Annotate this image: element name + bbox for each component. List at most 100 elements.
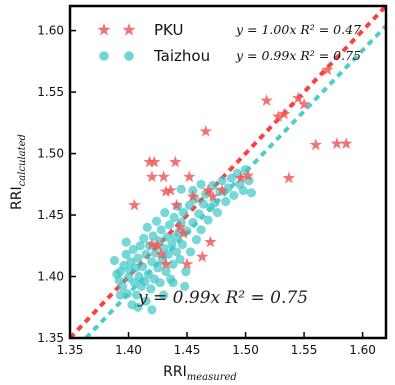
taizhou-point [180,281,190,291]
taizhou-point [168,278,178,288]
pku-point [155,247,168,260]
legend-pku-fit: y = 1.00x R² = 0.47 [235,22,361,37]
taizhou-point [198,199,209,209]
pku-point [292,91,305,104]
taizhou-point [210,198,220,208]
pku-point [164,183,177,196]
pku-point [199,124,212,137]
taizhou-point [196,179,206,189]
taizhou-point [133,253,143,263]
legend: PKU y = 1.00x R² = 0.47 Taizhou y = 0.99… [97,21,361,65]
taizhou-point [169,212,179,223]
pku-point [278,107,291,120]
pku-point [340,137,353,149]
pku-point [215,183,229,196]
taizhou-point [147,257,157,267]
taizhou-point [115,290,125,300]
taizhou-point [156,225,166,235]
taizhou-point [132,290,142,300]
taizhou-point [147,305,157,315]
pku-points [128,63,353,270]
x-tick-label: 1.45 [174,343,201,357]
pku-point [143,155,156,168]
pku-point [234,171,248,184]
taizhou-point [135,241,145,251]
y-axis-ticks: 1.35 1.40 1.45 1.50 1.55 1.60 [37,24,76,345]
pku-point [173,220,187,233]
taizhou-point [167,239,177,250]
pku-point [157,170,170,183]
pku-point [145,238,159,250]
pku-point [330,137,344,149]
taizhou-point [185,247,196,257]
taizhou-point [141,249,151,259]
taizhou-point [217,176,227,186]
taizhou-point [109,255,120,266]
taizhou-point [153,263,163,273]
taizhou-point [221,196,231,207]
y-tick-label: 1.55 [37,85,64,99]
pku-point [309,138,322,151]
pku-point [170,198,183,211]
pku-point [183,170,196,183]
taizhou-point [229,190,239,200]
taizhou-point [171,247,182,257]
taizhou-point [122,289,132,299]
taizhou-point [196,225,206,235]
taizhou-point [162,232,172,242]
taizhou-point [168,259,178,269]
pku-point [297,97,311,110]
y-tick-label: 1.50 [37,147,64,161]
y-axis-label-main: RRI [9,186,25,210]
taizhou-point [139,233,149,243]
taizhou-point [163,249,173,259]
x-tick-label: 1.40 [115,343,142,357]
taizhou-point [208,180,218,191]
y-tick-label: 1.60 [37,24,64,38]
pku-point [148,155,161,168]
pku-point [151,239,164,252]
taizhou-point [146,284,156,294]
x-axis-label-main: RRI [163,364,187,380]
taizhou-point [161,267,171,277]
taizhou-point [133,302,143,312]
annotation-fit: y = 0.99x R² = 0.75 [137,288,308,308]
taizhou-point [142,222,152,232]
pku-point [201,183,215,196]
legend-taizhou-marker [99,51,134,61]
taizhou-point [194,209,204,219]
pku-point [145,170,159,183]
legend-taizhou-dot [124,51,134,61]
x-axis-ticks: 1.35 1.40 1.45 1.50 1.55 1.60 [57,332,376,357]
taizhou-point [177,239,187,250]
taizhou-point [155,278,165,288]
taizhou-point [176,184,186,194]
x-tick-label: 1.55 [291,343,318,357]
taizhou-point [150,248,161,258]
legend-taizhou-label: Taizhou [153,47,210,65]
taizhou-point [128,244,138,255]
pku-point [196,250,209,263]
pku-point [260,94,273,106]
taizhou-point [175,254,185,264]
taizhou-point [121,249,131,259]
taizhou-point [137,262,148,272]
legend-taizhou-dot [99,51,109,61]
taizhou-point [178,207,189,218]
pku-point [159,257,173,270]
taizhou-point [212,207,223,218]
legend-pku-marker [97,23,136,36]
taizhou-point [121,237,131,247]
x-tick-label: 1.60 [349,343,376,357]
taizhou-point [118,281,128,291]
pku-point [204,235,217,248]
y-axis-label: RRIcalculated [9,134,28,210]
taizhou-point [246,188,257,198]
taizhou-point [184,200,194,210]
legend-pku-star [122,23,136,36]
taizhou-point [203,215,213,225]
pku-point [169,155,182,168]
taizhou-point [141,296,151,306]
taizhou-point [223,183,233,193]
pku-point [159,185,173,197]
